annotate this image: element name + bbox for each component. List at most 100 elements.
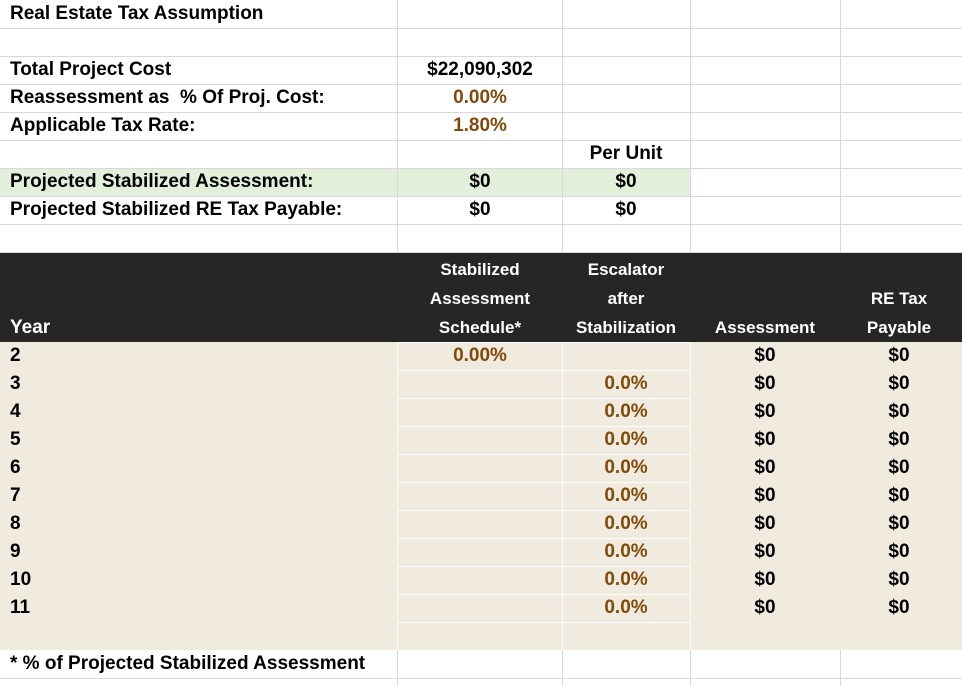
table-header: Payable	[866, 318, 932, 337]
grid-line	[562, 482, 690, 483]
per-unit-value: $0	[615, 199, 637, 220]
row-label: Projected Stabilized Assessment:	[10, 171, 314, 192]
grid-line	[0, 28, 962, 29]
table-cell: $0	[754, 373, 776, 394]
grid-line	[397, 426, 562, 427]
table-cell: $0	[888, 513, 910, 534]
table-cell: 11	[10, 597, 31, 618]
grid-line	[562, 594, 690, 595]
table-header: after	[607, 289, 645, 308]
table-cell: $0	[888, 429, 910, 450]
grid-line	[397, 538, 562, 539]
grid-line	[562, 650, 563, 686]
row-label: Reassessment as % Of Proj. Cost:	[10, 87, 325, 108]
table-cell: 0.0%	[604, 597, 648, 618]
table-cell: 7	[10, 485, 21, 506]
table-body-bg	[0, 342, 962, 650]
column-header: Per Unit	[589, 143, 663, 164]
table-cell: 4	[10, 401, 21, 422]
table-cell: 0.0%	[604, 513, 648, 534]
grid-line	[690, 342, 691, 650]
grid-line	[397, 566, 562, 567]
grid-line	[0, 224, 962, 225]
row-value: 0.00%	[453, 87, 507, 108]
footnote: * % of Projected Stabilized Assessment	[10, 653, 366, 674]
grid-line	[0, 196, 962, 197]
grid-line	[0, 140, 962, 141]
grid-line	[397, 650, 398, 686]
table-cell: 10	[10, 569, 32, 590]
grid-line	[0, 678, 962, 679]
table-cell: $0	[888, 401, 910, 422]
table-cell: $0	[888, 541, 910, 562]
grid-line	[840, 650, 841, 686]
row-value: $22,090,302	[427, 59, 533, 80]
grid-line	[562, 454, 690, 455]
per-unit-value: $0	[615, 171, 637, 192]
table-cell: 0.0%	[604, 429, 648, 450]
sheet-title: Real Estate Tax Assumption	[10, 3, 264, 24]
table-cell: $0	[754, 513, 776, 534]
table-cell: $0	[888, 373, 910, 394]
row-value: $0	[469, 199, 491, 220]
table-cell: $0	[754, 345, 776, 366]
grid-line	[0, 56, 962, 57]
table-cell: 0.0%	[604, 373, 648, 394]
table-cell: 6	[10, 457, 21, 478]
grid-line	[397, 454, 562, 455]
table-cell: 0.0%	[604, 457, 648, 478]
table-header: RE Tax	[870, 289, 928, 308]
table-cell: $0	[754, 597, 776, 618]
table-cell: 0.0%	[604, 401, 648, 422]
table-header-bg	[0, 252, 962, 342]
table-header: Year	[10, 317, 51, 338]
table-cell: 0.0%	[604, 541, 648, 562]
table-cell: $0	[754, 541, 776, 562]
table-cell: $0	[754, 429, 776, 450]
table-cell: 0.0%	[604, 485, 648, 506]
table-cell: 9	[10, 541, 21, 562]
table-cell: 2	[10, 345, 21, 366]
row-label: Total Project Cost	[10, 59, 172, 80]
table-cell: $0	[888, 597, 910, 618]
grid-line	[397, 622, 562, 623]
table-cell: $0	[888, 569, 910, 590]
grid-line	[690, 650, 691, 686]
grid-line	[840, 0, 841, 252]
grid-line	[690, 0, 691, 252]
grid-line	[0, 84, 962, 85]
table-cell: $0	[754, 457, 776, 478]
table-cell: $0	[754, 401, 776, 422]
table-header: Stabilization	[575, 318, 677, 337]
grid-line	[562, 342, 563, 650]
grid-line	[562, 622, 690, 623]
table-header: Assessment	[714, 318, 816, 337]
table-cell: 8	[10, 513, 21, 534]
table-cell: $0	[754, 569, 776, 590]
table-cell: $0	[754, 485, 776, 506]
row-value: 1.80%	[453, 115, 507, 136]
grid-line	[0, 168, 962, 169]
table-cell: $0	[888, 457, 910, 478]
table-cell: 0.00%	[453, 345, 507, 366]
grid-line	[562, 510, 690, 511]
grid-line	[397, 594, 562, 595]
row-value: $0	[469, 171, 491, 192]
row-label: Applicable Tax Rate:	[10, 115, 196, 136]
table-header: Schedule*	[438, 318, 522, 337]
grid-line	[0, 112, 962, 113]
grid-line	[562, 0, 563, 252]
grid-line	[562, 538, 690, 539]
grid-line	[397, 0, 398, 252]
table-header: Assessment	[429, 289, 531, 308]
grid-line	[397, 342, 398, 650]
table-header: Stabilized	[440, 260, 520, 279]
grid-line	[562, 342, 690, 343]
grid-line	[397, 370, 562, 371]
table-header: Escalator	[587, 260, 665, 279]
table-cell: 5	[10, 429, 21, 450]
table-cell: 0.0%	[604, 569, 648, 590]
table-cell: $0	[888, 345, 910, 366]
table-cell: 3	[10, 373, 21, 394]
